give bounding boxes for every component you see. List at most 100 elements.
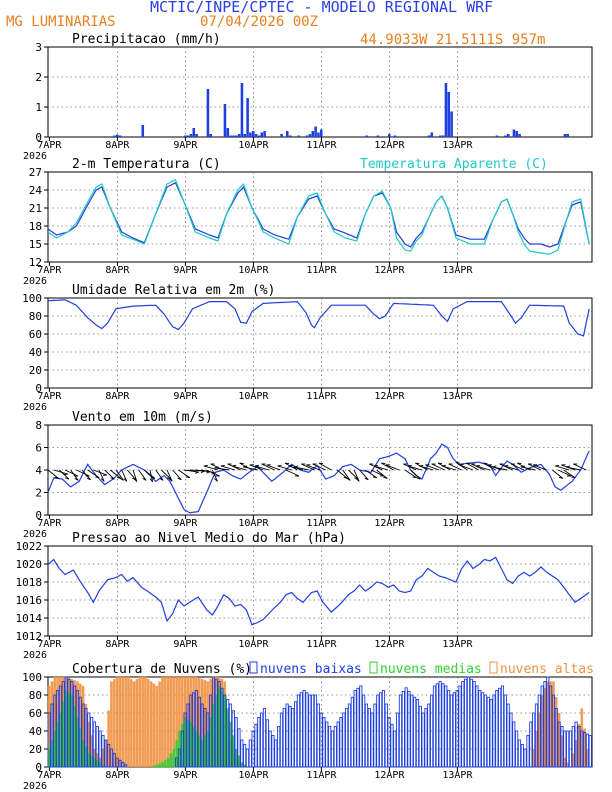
- cloud-bar-baixas: [342, 712, 346, 768]
- cloud-bar-altas: [135, 679, 139, 768]
- cloud-bar-baixas: [560, 726, 564, 768]
- wind-arrow: [227, 463, 241, 471]
- y-tick-label: 0: [35, 761, 42, 774]
- wind-arrow: [532, 464, 547, 471]
- wind-arrowhead: [558, 476, 564, 479]
- cloud-bar-baixas: [478, 690, 482, 768]
- y-tick-label: 1018: [16, 576, 43, 589]
- precip-bar: [441, 135, 445, 137]
- wind-arrow: [161, 469, 172, 480]
- wind-arrow: [370, 469, 385, 477]
- cloud-bar-baixas: [217, 681, 221, 768]
- cloud-bar-baixas: [435, 683, 439, 768]
- cloud-bar-baixas: [121, 762, 125, 768]
- cloud-bar-baixas: [183, 712, 187, 768]
- wind-arrowhead: [220, 464, 225, 467]
- wind-arrow: [211, 469, 218, 482]
- y-tick-label: 1020: [16, 558, 43, 571]
- wind-arrow: [348, 469, 359, 480]
- cloud-bar-baixas: [430, 694, 434, 768]
- wind-arrow: [285, 469, 300, 477]
- wind-arrowhead: [149, 478, 153, 483]
- wind-speed-line: [47, 443, 590, 514]
- panel-title: Umidade Relativa em 2m (%): [72, 283, 276, 298]
- wind-arrowhead: [119, 477, 124, 481]
- cloud-bar-medias: [158, 763, 161, 768]
- y-tick-label: 1014: [16, 612, 43, 625]
- panel-title: Pressao ao Nivel Medio do Mar (hPa): [72, 531, 346, 546]
- wind-arrow: [232, 465, 247, 471]
- x-tick-label: 12APR: [374, 140, 405, 151]
- cloud-bar-baixas: [466, 676, 471, 768]
- x-tick-label: 9APR: [173, 140, 198, 151]
- cloud-bar-baixas: [498, 687, 502, 768]
- cloud-bar-baixas: [401, 690, 405, 768]
- cloud-bar-baixas: [186, 703, 190, 768]
- cloud-bar-baixas: [546, 676, 550, 768]
- cloud-bar-baixas: [223, 694, 227, 768]
- cloud-bar-baixas: [585, 733, 590, 768]
- panel-6: 0 20 40 60 80 100 7APR 8APR 9APR 10APR 11APR 12APR 1…: [22, 661, 594, 792]
- cloud-bar-baixas: [209, 694, 213, 768]
- precip-bar: [563, 134, 567, 137]
- cloud-bar-baixas: [367, 708, 371, 768]
- cloud-bar-baixas: [520, 744, 524, 768]
- wind-arrow: [144, 469, 156, 479]
- precip-bar: [246, 98, 249, 137]
- cloud-bar-baixas: [447, 690, 451, 768]
- cloud-bar-baixas: [362, 694, 366, 768]
- wind-arrow: [98, 469, 105, 482]
- precip-bar: [118, 135, 122, 137]
- precip-bar: [206, 89, 210, 137]
- wind-arrow: [138, 469, 147, 481]
- cloud-bar-baixas: [322, 717, 326, 768]
- cloud-bar-baixas: [302, 690, 306, 768]
- cloud-bar-baixas: [296, 694, 301, 768]
- cloud-bar-baixas: [418, 705, 422, 768]
- cloud-bar-baixas: [549, 685, 553, 768]
- wind-arrowhead: [159, 477, 164, 481]
- header-location: MG LUMINARIAS: [6, 14, 116, 30]
- precip-bar: [254, 134, 258, 137]
- wind-arrow: [183, 469, 199, 473]
- cloud-bar-altas: [144, 676, 147, 768]
- cloud-bar-baixas: [350, 696, 354, 768]
- x-tick-label: 8APR: [105, 518, 130, 529]
- apparent-temperature-line: [47, 178, 590, 255]
- cloud-bar-baixas: [364, 703, 369, 768]
- cloud-bar-baixas: [472, 681, 476, 768]
- wind-arrow: [336, 469, 348, 479]
- panel-frame: [47, 545, 593, 637]
- wind-arrow: [459, 464, 474, 471]
- x-tick-label: 11APR: [306, 265, 337, 276]
- precip-bar: [189, 134, 193, 137]
- x-tick-year: 2026: [23, 529, 47, 540]
- cloud-bar-baixas: [379, 692, 383, 768]
- cloud-bar-baixas: [475, 685, 479, 768]
- cloud-bar-baixas: [534, 703, 539, 768]
- cloud-bar-altas: [164, 676, 167, 768]
- precip-bar: [507, 134, 510, 137]
- cloud-bar-altas: [141, 676, 144, 768]
- precip-bar: [226, 128, 230, 137]
- y-tick-label: 6: [35, 442, 42, 455]
- cloud-bar-baixas: [265, 719, 269, 768]
- cloud-bar-altas: [121, 676, 125, 768]
- cloud-bar-baixas: [175, 757, 179, 768]
- x-tick-label: 10APR: [238, 140, 269, 151]
- wind-arrow: [76, 469, 90, 477]
- cloud-bar-baixas: [92, 721, 97, 768]
- wind-arrow: [373, 465, 389, 471]
- cloud-bar-baixas: [291, 708, 295, 768]
- panel-frame: [47, 297, 593, 389]
- precip-bar: [308, 134, 312, 137]
- wind-arrowhead: [354, 477, 359, 480]
- cloud-bar-baixas: [396, 712, 400, 768]
- wind-arrow: [149, 469, 154, 482]
- cloud-bar-baixas: [197, 696, 201, 768]
- cloud-bar-baixas: [580, 730, 584, 768]
- cloud-bar-baixas: [500, 685, 505, 768]
- cloud-bar-altas: [147, 679, 150, 768]
- wind-arrow: [365, 469, 378, 479]
- cloud-bar-baixas: [458, 685, 462, 768]
